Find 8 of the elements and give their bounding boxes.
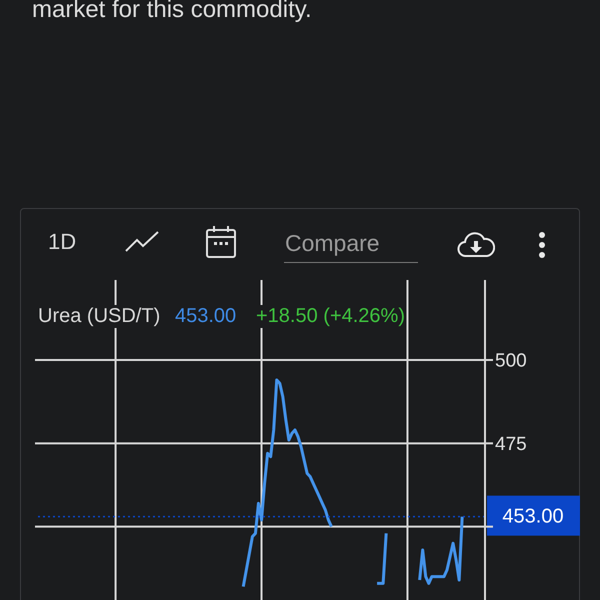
annotation: +18.50 (+4.26%) <box>256 305 405 328</box>
annotation: 453.00 <box>175 305 236 328</box>
text: Urea (USD/T) <box>38 305 160 328</box>
y-tick-label: 475 <box>495 434 527 456</box>
text: 1D <box>48 229 76 255</box>
ref-line-label: 453.00 <box>502 506 564 528</box>
text: Compare <box>285 230 380 257</box>
y-tick-label: 500 <box>495 350 527 372</box>
